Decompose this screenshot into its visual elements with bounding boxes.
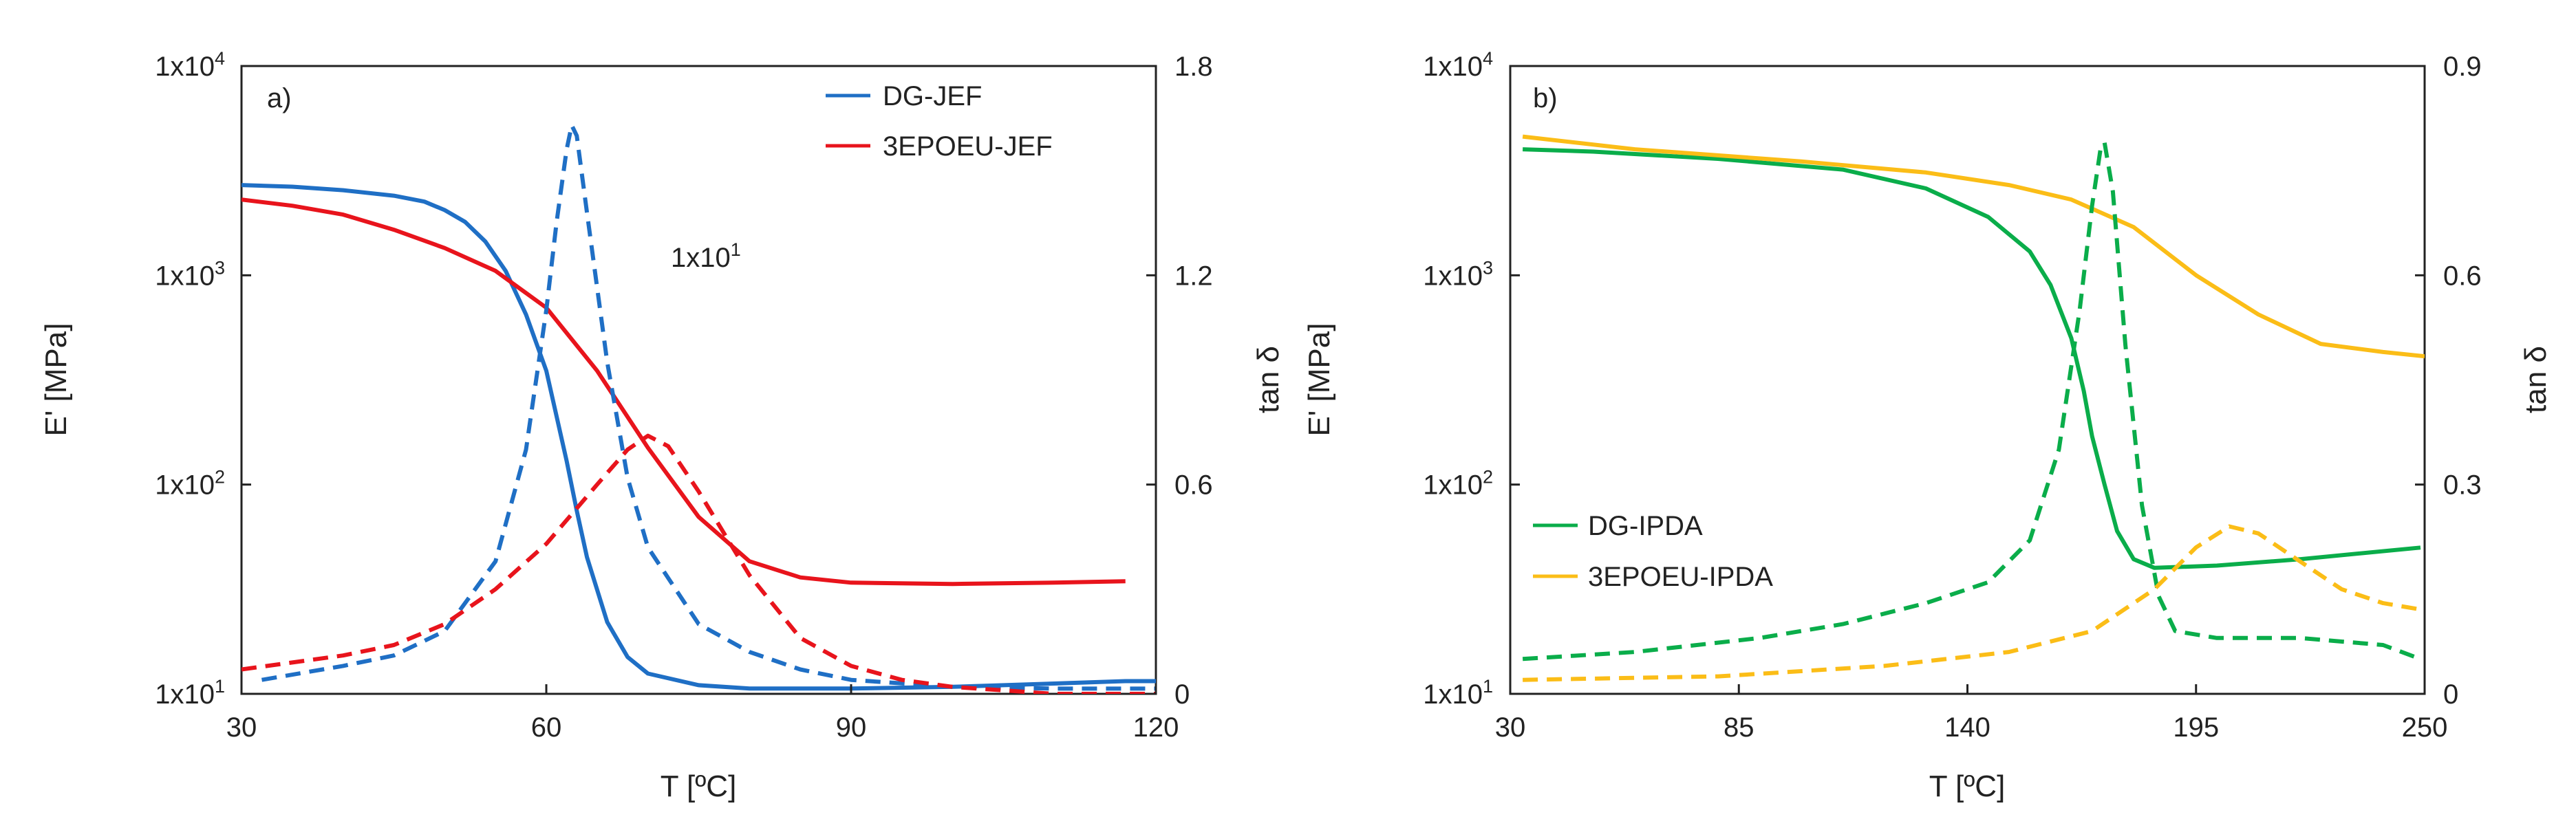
series-line-3epoeu-jef	[242, 197, 1126, 587]
y-right-tick-label-b: 0.3	[2443, 470, 2482, 501]
annotation-a: 1x101	[671, 239, 741, 273]
series-line-3epoeu-ipda-tan	[1523, 524, 2425, 682]
plot-frame-b	[1509, 65, 2426, 695]
plot-frame-a	[240, 65, 1157, 695]
y-right-tick-label-a: 1.2	[1174, 261, 1213, 291]
series-line-dg-ipda	[1523, 147, 2421, 570]
y-left-tick-label-b: 1x103	[1423, 257, 1493, 291]
x-tick-label-b: 85	[1724, 712, 1754, 743]
legend-label-dg-jef: DG-JEF	[883, 81, 982, 111]
x-tick-label-b: 30	[1495, 712, 1526, 743]
y-axis-label-left-a: E' [MPa]	[39, 323, 73, 437]
x-tick-label-a: 60	[531, 712, 562, 743]
legend-label-dg-ipda: DG-IPDA	[1588, 511, 1703, 541]
legend-label-3epoeu-ipda: 3EPOEU-IPDA	[1588, 562, 1773, 592]
y-axis-label-right-b: tan δ	[2519, 346, 2553, 413]
x-axis-label-a: T [ºC]	[661, 769, 737, 803]
y-left-tick-label-a: 1x104	[155, 48, 225, 82]
x-tick-label-a: 120	[1133, 712, 1179, 743]
series-line-3epoeu-jef-tan	[242, 433, 1156, 694]
y-right-tick-label-a: 0.6	[1174, 470, 1213, 501]
x-tick-label-b: 195	[2173, 712, 2219, 743]
x-tick-label-b: 140	[1944, 712, 1990, 743]
series-line-dg-ipda-tan	[1522, 140, 2422, 662]
y-right-tick-label-b: 0	[2443, 679, 2458, 710]
y-right-tick-label-a: 1.8	[1174, 52, 1213, 82]
x-axis-label-b: T [ºC]	[1929, 769, 2006, 803]
legend-a: DG-JEF 3EPOEU-JEF	[826, 81, 1053, 162]
y-axis-label-left-b: E' [MPa]	[1302, 323, 1336, 437]
y-axis-label-right-a: tan δ	[1252, 346, 1285, 413]
y-left-tick-label-b: 1x101	[1423, 676, 1493, 710]
series-line-dg-jef-tan	[261, 123, 1156, 691]
series-line-dg-jef	[242, 183, 1156, 691]
y-left-tick-label-b: 1x102	[1423, 467, 1493, 501]
y-left-tick-label-a: 1x103	[155, 257, 225, 291]
y-right-tick-label-b: 0.9	[2443, 52, 2482, 82]
legend-b: DG-IPDA 3EPOEU-IPDA	[1533, 511, 1773, 592]
x-tick-label-b: 250	[2402, 712, 2448, 743]
panel-a: 30 60 90 1201x1011x1021x1031x10400.61.21.8 …	[39, 48, 1285, 803]
x-tick-label-a: 30	[226, 712, 257, 743]
y-left-tick-label-b: 1x104	[1423, 48, 1493, 82]
panel-label-a: a)	[267, 83, 292, 113]
y-left-tick-label-a: 1x102	[155, 467, 225, 501]
panel-label-b: b)	[1533, 83, 1558, 113]
y-right-tick-label-a: 0	[1174, 679, 1190, 710]
x-tick-label-a: 90	[836, 712, 867, 743]
y-left-tick-label-a: 1x101	[155, 676, 225, 710]
panel-b: 30 85 140 195 250 1x101 1x102 1x103 1x104 0 0.3 0.6…	[1302, 48, 2553, 803]
legend-label-3epoeu-jef: 3EPOEU-JEF	[883, 131, 1053, 162]
series-line-3epoeu-ipda	[1522, 134, 2425, 359]
y-right-tick-label-b: 0.6	[2443, 261, 2482, 291]
